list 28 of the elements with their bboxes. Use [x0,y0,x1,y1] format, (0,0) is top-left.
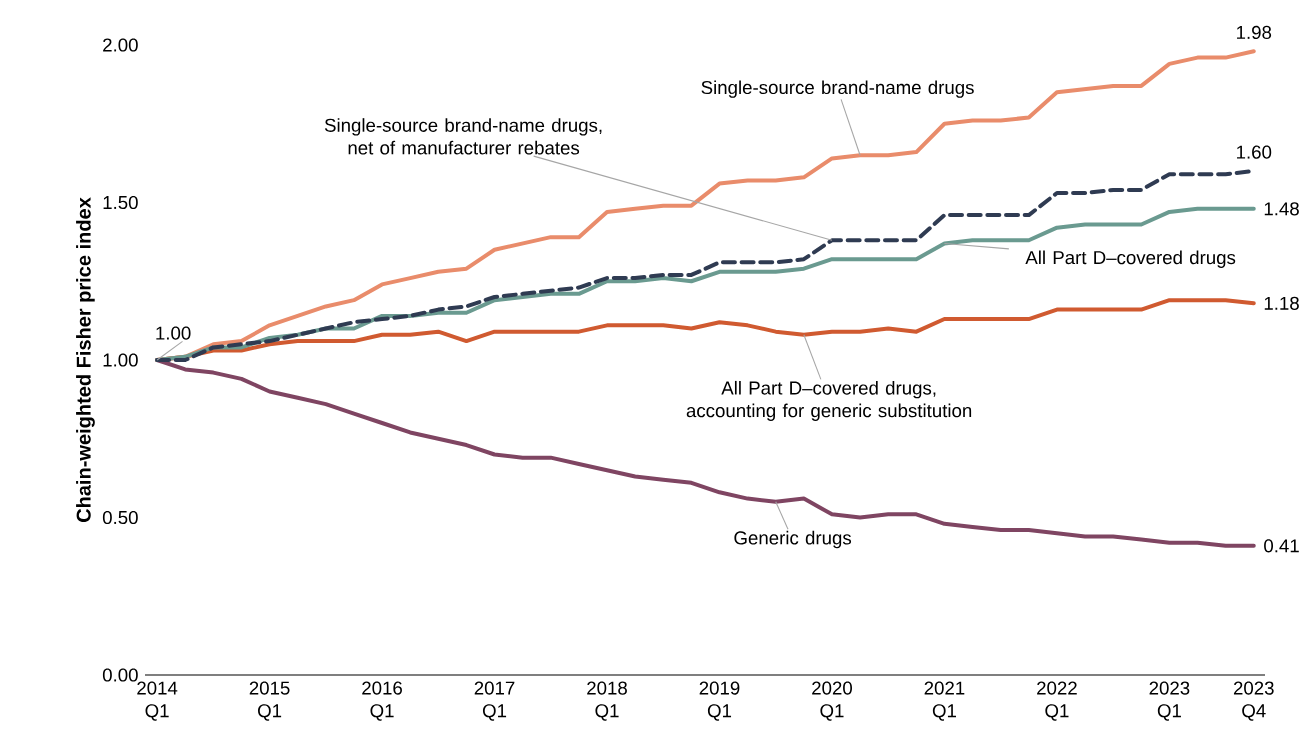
x-tick-label: 2023 Q4 [1233,681,1274,721]
series-label: Single-source brand-name drugs [701,80,974,98]
x-tick-label: 2020 Q1 [812,681,852,721]
series-label: Generic drugs [734,530,852,549]
x-tick-label: 2017 Q1 [474,681,515,721]
data-label: 1.60 [1237,145,1272,159]
data-label: 1.18 [1264,296,1299,310]
y-tick-label: 1.00 [103,353,138,367]
text: Single-source brand-name drugs, net of manufacturer rebates [324,118,602,155]
y-tick-label: 0.00 [102,668,138,682]
x-tick-label: 2023 Q1 [1149,681,1190,721]
data-label: 1.48 [1264,202,1299,216]
x-tick-label: 2015 Q1 [249,681,290,721]
x-tick-label: 2016 Q1 [362,681,402,721]
data-label: 0.41 [1264,539,1299,553]
y-axis-title: Chain-weighted Fisher price index [76,197,95,522]
data-label: 1.00 [156,326,191,340]
x-tick-label: 2019 Q1 [699,681,740,721]
y-tick-label: 1.50 [103,195,138,210]
text: All Part D–covered drugs, accounting for generic substitution [686,380,972,421]
y-tick-label: 2.00 [103,38,138,52]
x-tick-label: 2022 Q1 [1037,681,1077,721]
x-tick-label: 2021 Q1 [924,681,965,721]
data-label: 1.98 [1237,25,1272,40]
y-tick-label: 0.50 [102,510,138,525]
x-tick-label: 2014 Q1 [137,681,178,721]
x-tick-label: 2018 Q1 [587,681,627,721]
series-label: All Part D–covered drugs [1025,250,1236,268]
